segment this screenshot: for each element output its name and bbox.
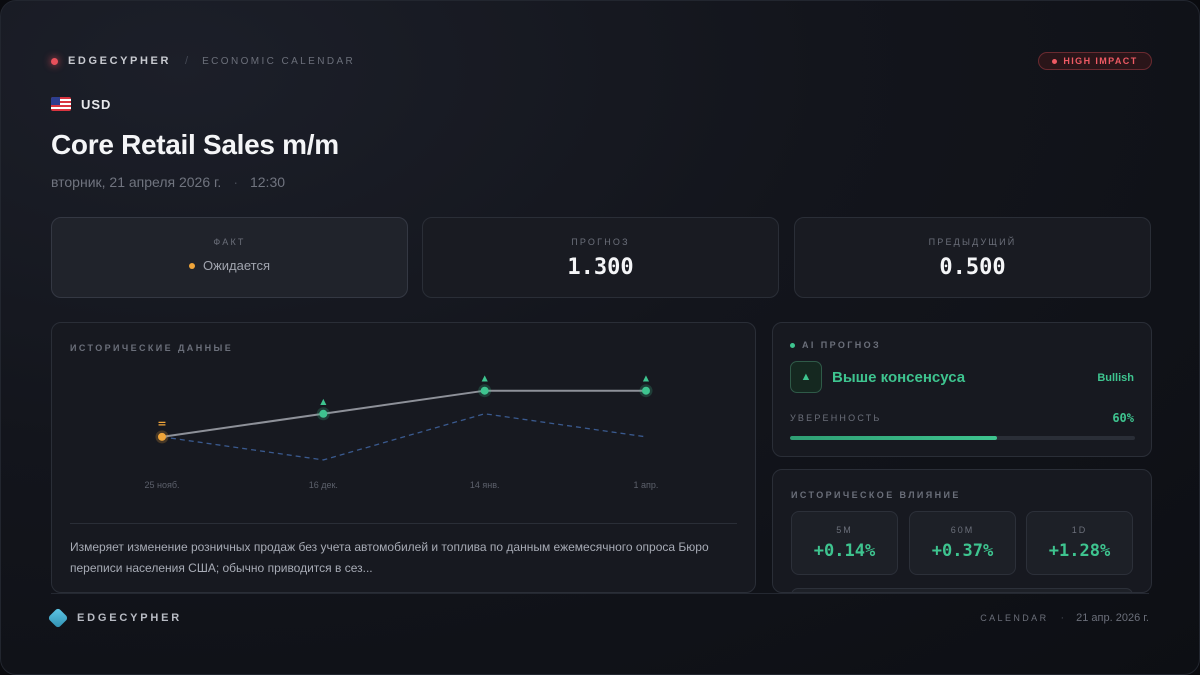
historical-label: ИСТОРИЧЕСКИЕ ДАННЫЕ [70, 343, 234, 353]
footer-separator: · [1060, 612, 1065, 624]
actual-line [161, 389, 646, 438]
historical-panel: ИСТОРИЧЕСКИЕ ДАННЫЕ = ▲ ▲ ▲ 25 нояб. 16 дек. 1… [51, 322, 756, 593]
beat-marker: ▲ [320, 397, 327, 406]
x-tick-label: 25 нояб. [144, 480, 179, 490]
actual-pending: Ожидается [52, 258, 407, 273]
event-datetime: вторник, 21 апреля 2026 г. · 12:30 [51, 174, 285, 190]
data-point [642, 386, 650, 395]
forecast-card: ПРОГНОЗ 1.300 [422, 217, 779, 298]
impact-card-label: 1D [1071, 525, 1088, 535]
actual-value: Ожидается [202, 258, 271, 273]
impact-card-60m: 60M +0.37% [909, 511, 1016, 575]
us-flag-icon [51, 97, 71, 111]
historical-chart: = ▲ ▲ ▲ 25 нояб. 16 дек. 14 янв. 1 апр. [144, 374, 659, 490]
historical-impact-panel: ИСТОРИЧЕСКОЕ ВЛИЯНИЕ 5M +0.14% 60M +0.37… [772, 469, 1152, 593]
historical-impact-label: ИСТОРИЧЕСКОЕ ВЛИЯНИЕ [791, 490, 961, 500]
data-point [319, 409, 328, 418]
consensus-line [161, 413, 647, 461]
actual-label: ФАКТ [213, 237, 246, 247]
x-tick-label: 14 янв. [470, 480, 500, 490]
data-point [480, 386, 489, 395]
confidence-label: УВЕРЕННОСТЬ [790, 413, 882, 423]
footer-brand-name: EDGECYPHER [77, 612, 183, 624]
forecast-value: 1.300 [567, 255, 634, 280]
ai-forecast-panel: AI ПРОГНОЗ ▲ Выше консенсуса Bullish УВЕ… [772, 322, 1152, 457]
footer-meta: CALENDAR · 21 апр. 2026 г. [980, 612, 1149, 624]
ai-verdict: Выше консенсуса [832, 369, 966, 386]
footer-brand: EDGECYPHER [47, 607, 183, 629]
impact-card-label: 5M [836, 525, 853, 535]
actual-card: ФАКТ Ожидается [51, 217, 408, 298]
footer-section: CALENDAR [980, 613, 1049, 623]
impact-card-1d: 1D +1.28% [1026, 511, 1133, 575]
impact-card-5m: 5M +0.14% [791, 511, 898, 575]
ai-forecast-header: AI ПРОГНОЗ [790, 340, 881, 350]
event-date: вторник, 21 апреля 2026 г. [51, 174, 222, 190]
event-description: Измеряет изменение розничных продаж без … [70, 540, 709, 575]
pending-dot-icon [188, 262, 195, 269]
breadcrumb: EDGECYPHER / ECONOMIC CALENDAR [51, 54, 355, 68]
currency-row: USD [51, 95, 111, 113]
ai-bias: Bullish [1097, 372, 1134, 384]
live-indicator-icon [51, 57, 58, 65]
event-time: 12:30 [249, 174, 286, 190]
impact-badge-label: HIGH IMPACT [1063, 56, 1138, 66]
impact-badge: HIGH IMPACT [1038, 52, 1152, 70]
data-point [158, 432, 166, 441]
beat-marker: ▲ [482, 374, 489, 383]
footer-date: 21 апр. 2026 г. [1076, 612, 1149, 624]
brand-name[interactable]: EDGECYPHER [68, 55, 172, 67]
impact-card-label: 60M [950, 525, 975, 535]
impact-dot-icon [1052, 58, 1058, 64]
confidence-value: 60% [1112, 411, 1134, 425]
equal-marker: = [157, 417, 166, 430]
impact-card-value: +0.37% [931, 541, 994, 561]
previous-value: 0.500 [939, 255, 1006, 280]
impact-card-value: +1.28% [1048, 541, 1111, 561]
previous-card: ПРЕДЫДУЩИЙ 0.500 [794, 217, 1151, 298]
divider [70, 523, 737, 524]
confidence-bar [790, 436, 1135, 440]
datetime-separator: · [233, 174, 238, 190]
ai-forecast-label: AI ПРОГНОЗ [802, 340, 882, 350]
breadcrumb-separator: / [185, 55, 189, 67]
ai-status-dot-icon [790, 342, 795, 348]
beat-marker: ▲ [643, 374, 650, 383]
triangle-up-icon: ▲ [790, 361, 822, 393]
event-title: Core Retail Sales m/m [51, 129, 339, 160]
footer-divider [51, 593, 1149, 594]
impact-card-value: +0.14% [813, 541, 876, 561]
x-tick-label: 1 апр. [634, 480, 659, 490]
forecast-label: ПРОГНОЗ [571, 237, 630, 247]
breadcrumb-section[interactable]: ECONOMIC CALENDAR [202, 55, 356, 67]
x-tick-label: 16 дек. [309, 480, 338, 490]
previous-label: ПРЕДЫДУЩИЙ [928, 237, 1017, 247]
edgecypher-logo-icon [47, 607, 69, 629]
currency-code: USD [81, 96, 112, 112]
confidence-bar-fill [790, 436, 997, 440]
